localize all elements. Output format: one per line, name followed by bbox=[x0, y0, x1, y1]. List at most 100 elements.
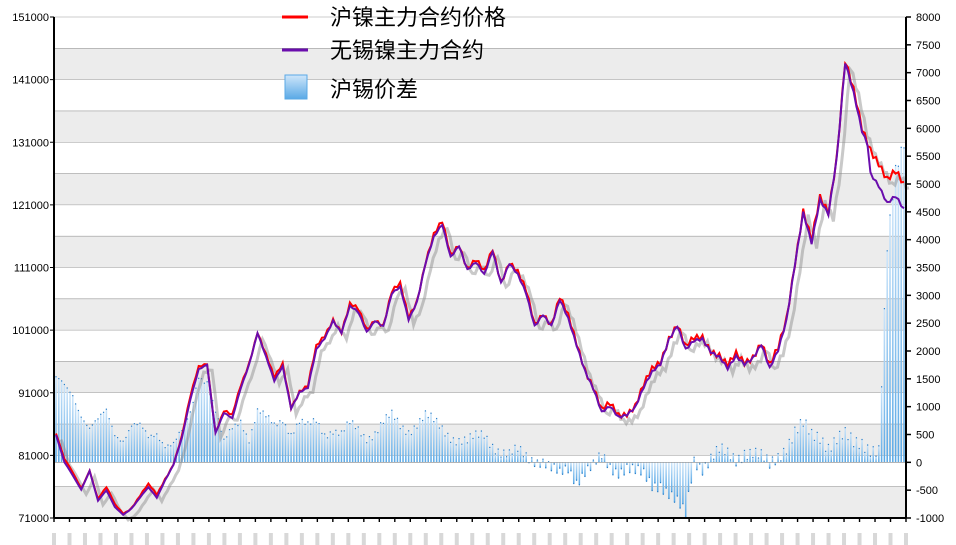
spread-bar-cap bbox=[228, 429, 231, 431]
spread-bar-cap bbox=[276, 425, 278, 427]
spread-bar bbox=[337, 435, 340, 463]
bottom-tick-label-placeholder bbox=[857, 533, 862, 545]
spread-bar-cap bbox=[567, 472, 569, 474]
spread-bar-cap bbox=[86, 424, 88, 427]
spread-bar bbox=[698, 462, 701, 465]
spread-bar bbox=[108, 418, 110, 463]
spread-bar bbox=[780, 460, 782, 463]
spread-bar bbox=[796, 432, 799, 463]
spread-bar bbox=[169, 445, 172, 463]
spread-bar bbox=[866, 445, 869, 463]
spread-bar-cap bbox=[687, 490, 690, 492]
bottom-tick-label-placeholder bbox=[52, 533, 56, 545]
spread-bar bbox=[66, 387, 68, 463]
spread-bar bbox=[897, 166, 900, 463]
spread-bar bbox=[886, 250, 888, 463]
spread-bar-cap bbox=[436, 417, 438, 420]
spread-bar bbox=[771, 457, 774, 463]
spread-bar bbox=[256, 408, 259, 463]
spread-bar bbox=[623, 462, 625, 475]
spread-bar bbox=[309, 424, 312, 463]
legend-label-shfe-nickel: 沪镍主力合约价格 bbox=[330, 6, 506, 31]
right-tick-label: 5500 bbox=[916, 151, 940, 163]
spread-bar-cap bbox=[710, 453, 712, 455]
spread-bar-cap bbox=[522, 456, 524, 458]
bottom-tick-label-placeholder bbox=[640, 533, 645, 545]
spread-bar-cap bbox=[461, 443, 463, 445]
spread-bar-cap bbox=[853, 446, 855, 448]
spread-bar-cap bbox=[94, 420, 96, 422]
spread-bar-cap bbox=[206, 381, 208, 383]
spread-bar-cap bbox=[363, 433, 365, 436]
spread-bar-cap bbox=[732, 453, 734, 455]
spread-bar-cap bbox=[475, 430, 477, 432]
spread-bar bbox=[808, 433, 810, 463]
left-tick-label: 111000 bbox=[14, 263, 49, 275]
spread-bar-cap bbox=[595, 463, 597, 465]
spread-bar bbox=[533, 462, 536, 467]
spread-bar bbox=[195, 388, 197, 463]
spread-bar-cap bbox=[668, 497, 670, 500]
spread-bar-cap bbox=[360, 435, 362, 437]
spread-bar bbox=[368, 436, 371, 463]
bottom-tick-label-placeholder bbox=[687, 533, 692, 545]
spread-bar-cap bbox=[553, 463, 555, 465]
spread-bar bbox=[80, 417, 82, 463]
spread-bar bbox=[293, 433, 295, 463]
spread-bar-cap bbox=[665, 487, 667, 489]
spread-bar bbox=[77, 410, 80, 463]
spread-bar-cap bbox=[561, 473, 564, 475]
spread-bar bbox=[712, 459, 715, 463]
spread-bar-cap bbox=[72, 395, 74, 397]
legend-swatch-spread bbox=[284, 74, 308, 100]
spread-bar bbox=[122, 441, 124, 463]
spread-bar bbox=[343, 430, 346, 463]
spread-bar bbox=[794, 427, 796, 463]
spread-bar bbox=[544, 462, 547, 468]
spread-bar-cap bbox=[380, 422, 382, 424]
spread-bar bbox=[665, 462, 667, 489]
spread-bar bbox=[105, 409, 108, 463]
bottom-tick-label-placeholder bbox=[485, 533, 490, 545]
spread-bar bbox=[186, 418, 189, 463]
spread-bar-cap bbox=[867, 444, 869, 446]
spread-bar-cap bbox=[707, 467, 709, 469]
spread-bar bbox=[242, 430, 245, 463]
spread-bar bbox=[427, 417, 429, 463]
bottom-tick-label-placeholder bbox=[547, 533, 552, 545]
spread-bar-cap bbox=[220, 430, 222, 432]
bottom-tick-label-placeholder bbox=[361, 533, 366, 545]
spread-bar-cap bbox=[100, 413, 102, 415]
spread-bar-cap bbox=[441, 425, 443, 427]
spread-bar-cap bbox=[827, 443, 830, 446]
spread-bar-cap bbox=[195, 387, 197, 389]
spread-bar-cap bbox=[497, 448, 499, 450]
spread-bar bbox=[746, 459, 749, 463]
spread-bar-cap bbox=[525, 452, 527, 454]
spread-bar-cap bbox=[444, 435, 446, 437]
spread-bar-cap bbox=[626, 463, 628, 465]
spread-bar-cap bbox=[354, 427, 357, 430]
bottom-tick-label-placeholder bbox=[532, 533, 537, 545]
spread-bar-cap bbox=[606, 466, 608, 469]
spread-bar bbox=[676, 462, 679, 497]
spread-bar-cap bbox=[240, 419, 242, 421]
spread-bar bbox=[726, 448, 729, 463]
spread-bar bbox=[701, 462, 704, 476]
spread-bar bbox=[203, 383, 206, 463]
spread-bar-cap bbox=[413, 425, 415, 427]
spread-bar-cap bbox=[889, 214, 891, 216]
left-tick-label: 151000 bbox=[12, 12, 49, 24]
spread-bar bbox=[318, 423, 320, 463]
spread-bar bbox=[371, 439, 374, 463]
right-tick-label: 1500 bbox=[916, 374, 940, 386]
spread-bar-cap bbox=[743, 449, 746, 452]
spread-bar-cap bbox=[788, 438, 790, 441]
spread-bar bbox=[161, 442, 164, 463]
spread-bar bbox=[91, 425, 94, 463]
spread-bar bbox=[295, 424, 298, 463]
spread-bar bbox=[679, 462, 681, 509]
spread-bar-cap bbox=[203, 382, 205, 384]
spread-bar bbox=[883, 308, 886, 463]
spread-bar-cap bbox=[175, 438, 177, 440]
